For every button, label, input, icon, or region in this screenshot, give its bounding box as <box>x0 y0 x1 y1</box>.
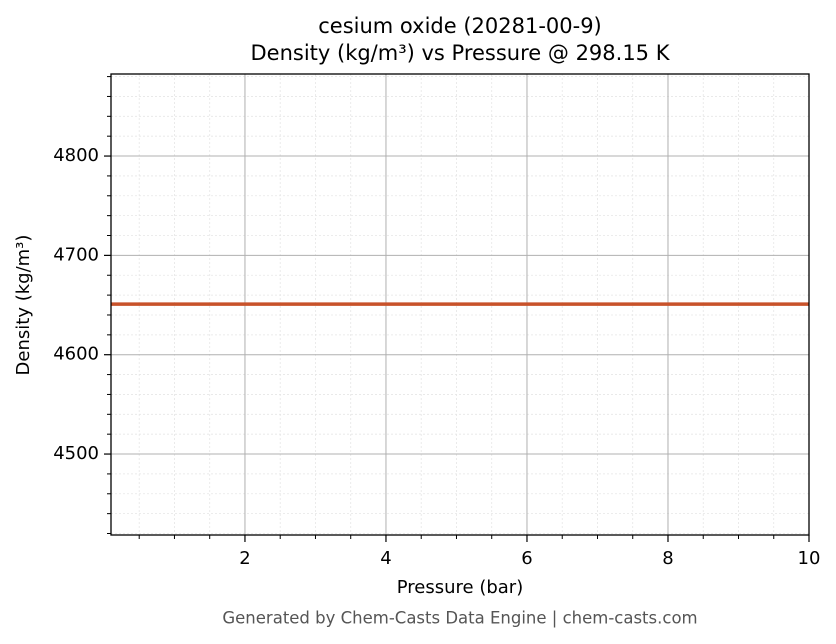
y-tick-label: 4600 <box>53 344 99 365</box>
chart-title: cesium oxide (20281-00-9) <box>318 14 602 38</box>
footer: Generated by Chem-Casts Data Engine | ch… <box>222 609 697 628</box>
y-axis-label: Density (kg/m³) <box>13 235 34 376</box>
x-tick-label: 8 <box>662 548 673 569</box>
x-tick-label: 6 <box>521 548 532 569</box>
chart-subtitle: Density (kg/m³) vs Pressure @ 298.15 K <box>250 41 670 65</box>
y-tick-label: 4500 <box>53 443 99 464</box>
plot-frame <box>110 73 810 536</box>
y-tick-label: 4800 <box>53 145 99 166</box>
x-tick-label: 10 <box>798 548 821 569</box>
x-tick-label: 4 <box>380 548 391 569</box>
x-axis-label: Pressure (bar) <box>397 577 523 598</box>
x-tick-label: 2 <box>239 548 250 569</box>
y-tick-label: 4700 <box>53 244 99 265</box>
